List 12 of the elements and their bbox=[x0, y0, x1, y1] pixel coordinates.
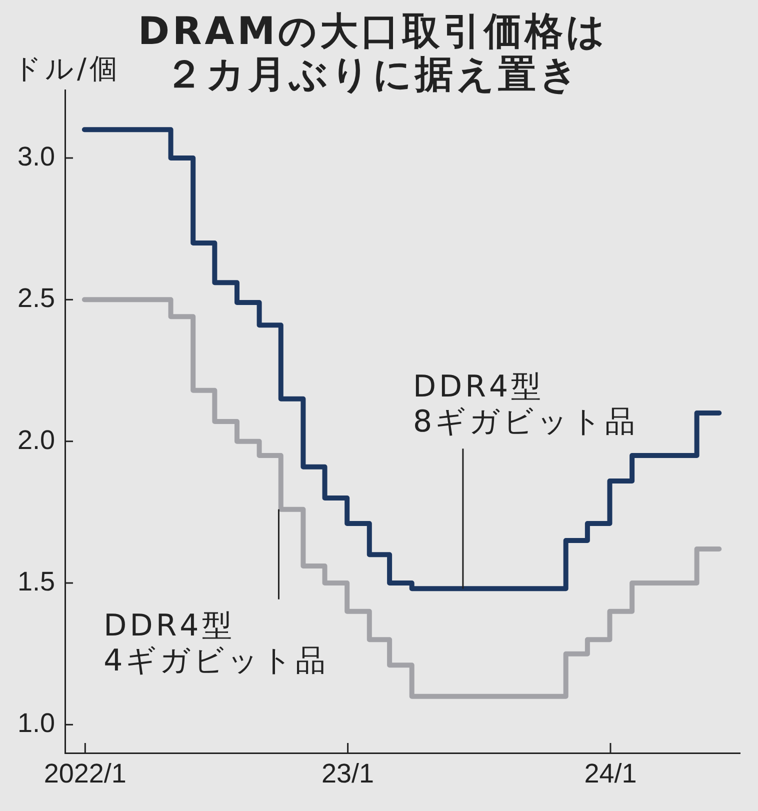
annotation: DDR4型 8ギガビット品 bbox=[412, 370, 638, 440]
y-tick-label: 2.5 bbox=[17, 283, 55, 314]
x-tick-label: 24/1 bbox=[584, 758, 637, 789]
y-tick-label: 1.0 bbox=[17, 708, 55, 738]
y-tick-label: 3.0 bbox=[17, 141, 55, 172]
y-tick-label: 1.5 bbox=[17, 566, 55, 596]
x-tick-label: 2022/1 bbox=[44, 758, 126, 789]
annotation: DDR4型 4ギガビット品 bbox=[104, 608, 329, 678]
y-tick-label: 2.0 bbox=[17, 424, 55, 455]
chart-title: DRAMの大口取引価格は２カ月ぶりに据え置き bbox=[138, 8, 608, 96]
x-tick-label: 23/1 bbox=[322, 758, 374, 789]
y-axis-title: ドル/個 bbox=[13, 52, 120, 85]
